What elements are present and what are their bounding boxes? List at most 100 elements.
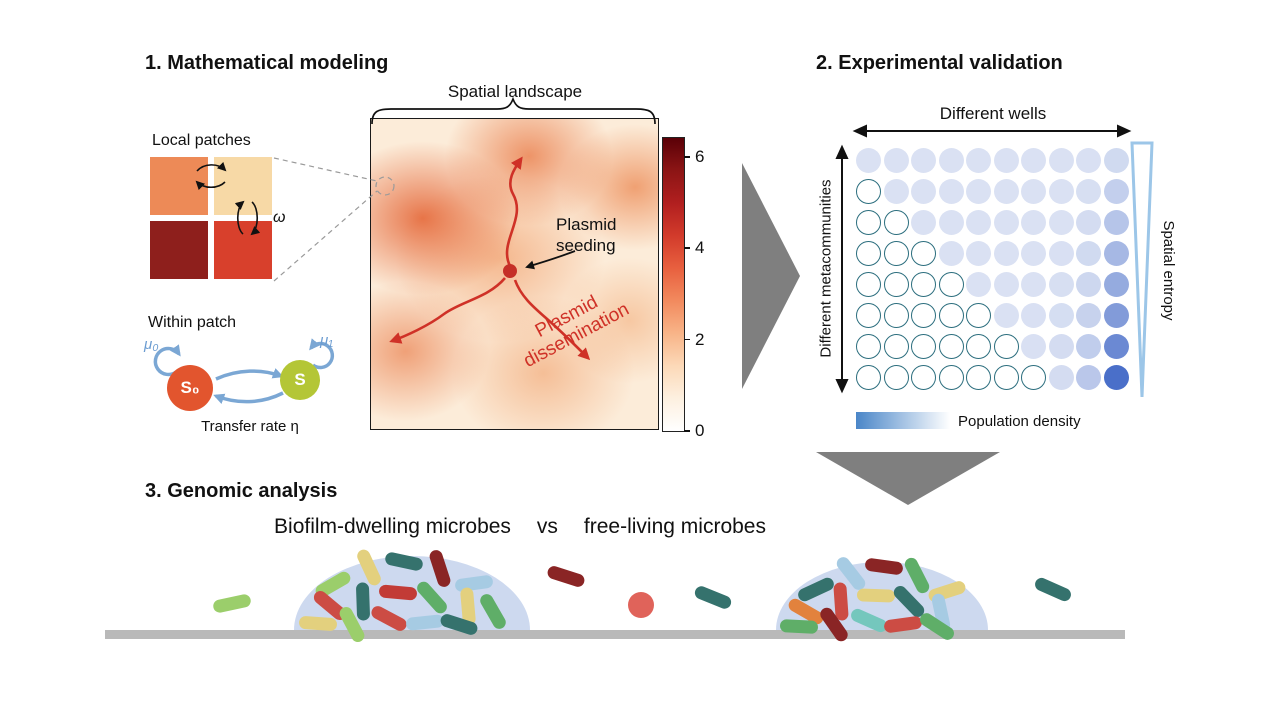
well-empty bbox=[883, 303, 909, 328]
well-filled bbox=[1076, 303, 1101, 328]
plasmid-seeding-label: Plasmid seeding bbox=[556, 215, 617, 256]
transfer-rate-label: Transfer rate η bbox=[201, 418, 299, 435]
well-empty bbox=[938, 272, 964, 297]
well-empty bbox=[966, 303, 991, 328]
well-empty bbox=[856, 365, 881, 390]
population-density-label: Population density bbox=[958, 413, 1081, 430]
well-empty bbox=[1021, 365, 1046, 390]
s0-label: S₀ bbox=[180, 378, 200, 397]
well-filled bbox=[1103, 148, 1129, 173]
spatial-landscape-brace bbox=[371, 96, 656, 125]
well-filled bbox=[1076, 179, 1101, 204]
vs-label: vs bbox=[536, 515, 558, 538]
well-empty bbox=[856, 210, 881, 235]
well-filled bbox=[911, 210, 936, 235]
panel3-title: 3. Genomic analysis bbox=[145, 480, 338, 502]
well-empty bbox=[993, 334, 1019, 359]
well-filled bbox=[938, 241, 964, 266]
well-filled bbox=[1103, 210, 1129, 235]
well-empty bbox=[883, 272, 909, 297]
well-empty bbox=[911, 365, 936, 390]
well-empty bbox=[938, 365, 964, 390]
well-empty bbox=[911, 272, 936, 297]
well-filled bbox=[1021, 148, 1046, 173]
well-filled bbox=[1021, 334, 1046, 359]
well-filled bbox=[883, 148, 909, 173]
well-filled bbox=[856, 148, 881, 173]
well-filled bbox=[993, 210, 1019, 235]
well-filled bbox=[1076, 334, 1101, 359]
well-filled bbox=[993, 272, 1019, 297]
wells-grid bbox=[856, 148, 1131, 390]
well-filled bbox=[966, 179, 991, 204]
well-filled bbox=[1048, 148, 1074, 173]
s-label: S bbox=[294, 370, 306, 389]
well-filled bbox=[993, 148, 1019, 173]
well-filled bbox=[938, 179, 964, 204]
well-filled bbox=[966, 272, 991, 297]
well-empty bbox=[938, 334, 964, 359]
well-empty bbox=[993, 365, 1019, 390]
well-filled bbox=[1076, 241, 1101, 266]
well-filled bbox=[1021, 179, 1046, 204]
patch-cycle-arrows bbox=[195, 161, 261, 236]
s0-node: S₀ bbox=[167, 365, 213, 411]
well-filled bbox=[1048, 272, 1074, 297]
well-empty bbox=[911, 334, 936, 359]
well-empty bbox=[883, 334, 909, 359]
well-empty bbox=[911, 241, 936, 266]
colorbar-tick: 2 bbox=[684, 330, 704, 350]
well-filled bbox=[1048, 303, 1074, 328]
seeding-pointer-arrow bbox=[525, 250, 576, 270]
well-empty bbox=[966, 334, 991, 359]
well-empty bbox=[911, 303, 936, 328]
well-filled bbox=[1021, 241, 1046, 266]
metacommunities-label: Different metacommunities bbox=[817, 179, 835, 358]
flow-arrow-down bbox=[816, 452, 1000, 505]
panel1-title: 1. Mathematical modeling bbox=[145, 52, 389, 74]
well-empty bbox=[883, 365, 909, 390]
well-empty bbox=[966, 365, 991, 390]
mu0-label: μ₀ bbox=[144, 336, 159, 353]
plasmid-seed-dot bbox=[503, 264, 517, 278]
surface-baseline bbox=[105, 630, 1125, 639]
well-filled bbox=[1103, 334, 1129, 359]
dissemination-arrows bbox=[389, 156, 591, 361]
wells-axis-arrows bbox=[835, 124, 1132, 394]
well-empty bbox=[856, 334, 881, 359]
spatial-landscape-label: Spatial landscape bbox=[447, 82, 583, 101]
colorbar-tick: 6 bbox=[684, 147, 704, 167]
well-filled bbox=[1021, 210, 1046, 235]
zoom-link-lines bbox=[273, 157, 395, 282]
well-filled bbox=[1076, 272, 1101, 297]
well-filled bbox=[1103, 272, 1129, 297]
panel2-title: 2. Experimental validation bbox=[816, 52, 1063, 74]
well-empty bbox=[856, 241, 881, 266]
mu1-label: μ₁ bbox=[320, 332, 333, 349]
colorbar: 6 4 2 0 bbox=[662, 137, 704, 440]
omega-label: ω bbox=[273, 209, 286, 226]
transfer-arrows bbox=[153, 338, 335, 404]
zoom-circle bbox=[375, 176, 395, 196]
well-filled bbox=[1103, 365, 1129, 390]
well-empty bbox=[938, 303, 964, 328]
well-filled bbox=[911, 179, 936, 204]
well-filled bbox=[993, 179, 1019, 204]
density-gradient bbox=[856, 412, 950, 429]
well-filled bbox=[966, 210, 991, 235]
patch-square bbox=[150, 221, 208, 279]
colorbar-tick: 4 bbox=[684, 238, 704, 258]
well-filled bbox=[938, 148, 964, 173]
well-filled bbox=[1103, 179, 1129, 204]
well-empty bbox=[856, 179, 881, 204]
well-filled bbox=[1021, 303, 1046, 328]
different-wells-label: Different wells bbox=[939, 104, 1047, 123]
biofilm-label: Biofilm-dwelling microbes bbox=[274, 515, 511, 538]
flow-arrow-right bbox=[742, 163, 800, 389]
well-filled bbox=[1048, 179, 1074, 204]
local-patches-label: Local patches bbox=[152, 132, 251, 149]
well-filled bbox=[1103, 241, 1129, 266]
well-filled bbox=[1021, 272, 1046, 297]
well-empty bbox=[856, 303, 881, 328]
